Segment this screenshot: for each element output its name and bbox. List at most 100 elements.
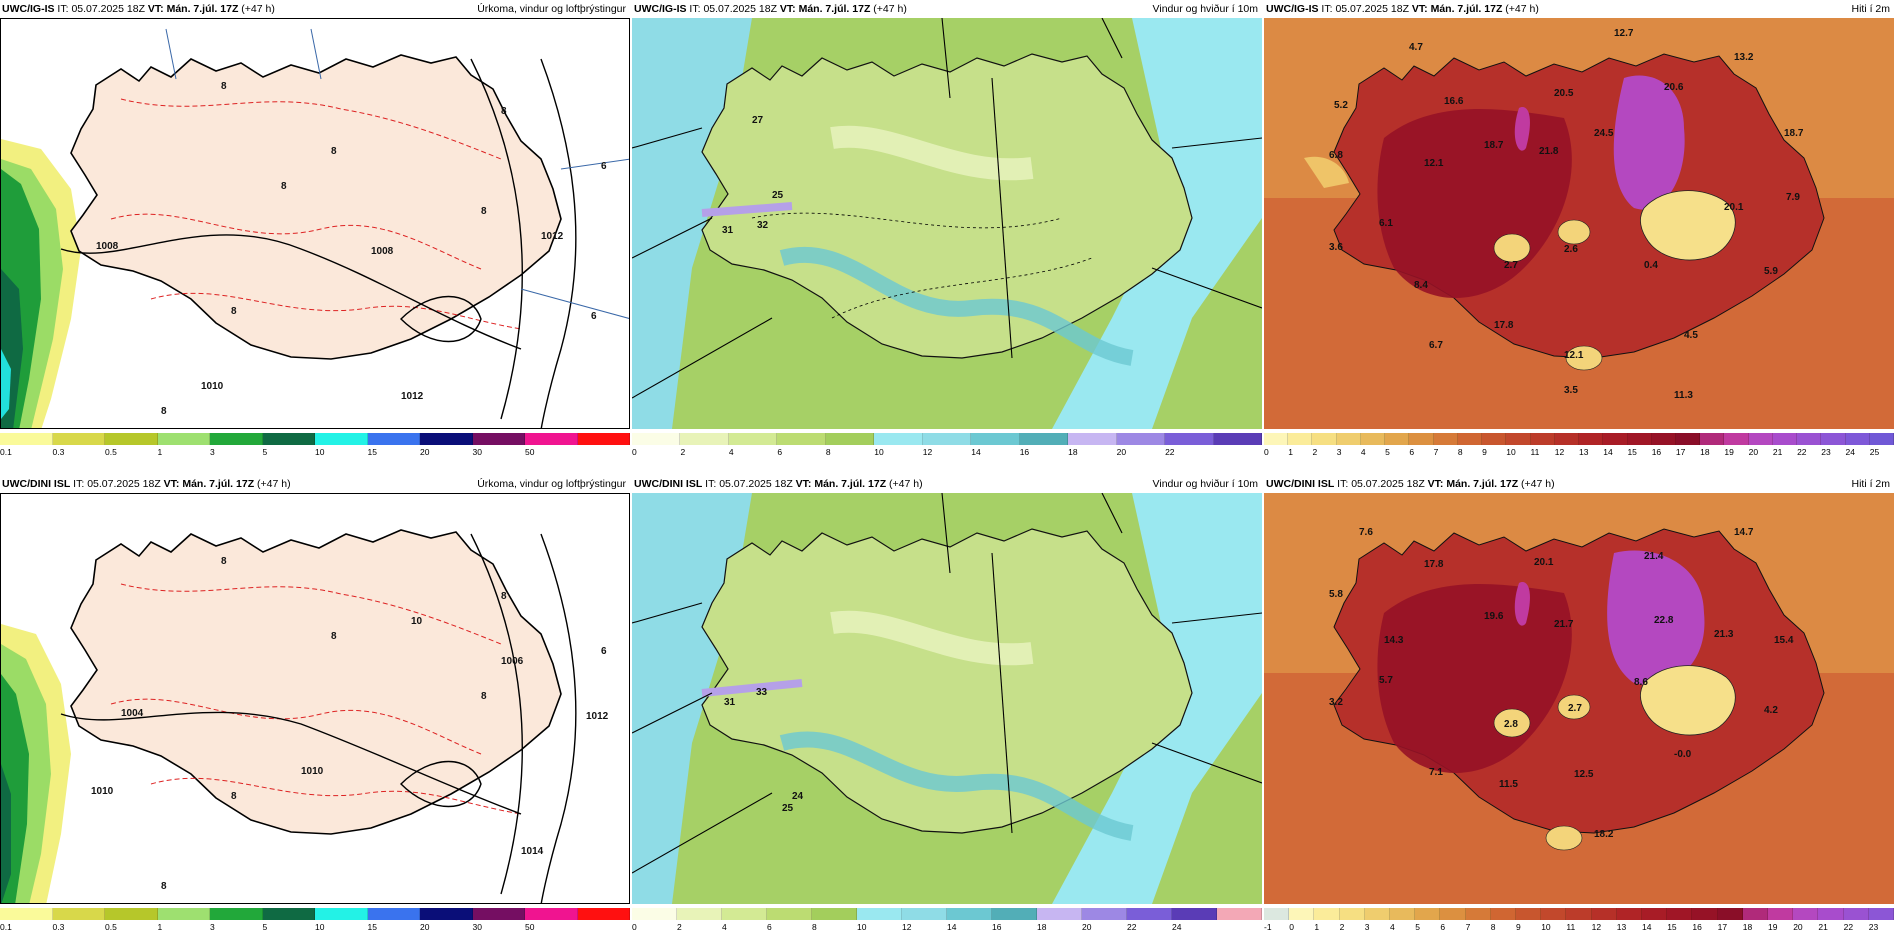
- colorbar-segment: [722, 908, 767, 920]
- colorbar-tick: 6: [1440, 922, 1446, 932]
- wind-map[interactable]: 31 33 24 25: [632, 493, 1262, 904]
- valid-time: Mán. 7.júl. 17Z: [166, 3, 239, 15]
- map-label: 8: [281, 181, 287, 192]
- temperature-labels: 7.6 14.7 17.8 20.1 21.4 5.8 19.6 21.7 22…: [1329, 527, 1794, 840]
- colorbar-tick: 10: [857, 922, 867, 932]
- colorbar-tick: 7: [1465, 922, 1471, 932]
- temp-map[interactable]: 7.6 14.7 17.8 20.1 21.4 5.8 19.6 21.7 22…: [1264, 493, 1894, 904]
- model-name: UWC/IG-IS: [1266, 3, 1319, 15]
- colorbar-tick: 18: [1700, 447, 1710, 457]
- colorbar-segment: [1314, 908, 1340, 920]
- colorbar-segment: [1165, 433, 1214, 445]
- temperature-labels: 12.7 4.7 13.2 5.2 16.6 20.5 20.6 6.8 12.…: [1329, 28, 1804, 401]
- map-label: 11.5: [1499, 779, 1518, 790]
- colorbar-tick: 2: [677, 922, 682, 932]
- colorbar-tick: 15: [367, 447, 377, 457]
- map-label: 17.8: [1494, 320, 1514, 331]
- valid-time: Mán. 7.júl. 17Z: [182, 478, 255, 490]
- colorbar-tick: 19: [1724, 447, 1734, 457]
- map-label: 1012: [586, 711, 609, 722]
- colorbar-tick: 17: [1717, 922, 1728, 932]
- map-label: 14.3: [1384, 635, 1404, 646]
- colorbar-segment: [1336, 433, 1361, 445]
- colorbar-tick: 4: [1390, 922, 1395, 932]
- colorbar-segment: [812, 908, 857, 920]
- map-label: 8: [231, 791, 237, 802]
- colorbar-ticks: 0 1 2 3 4 5 6 7 8 9 10 11 12 13 14 15 16 17 18 19 20 21 22 23 24…: [1264, 447, 1894, 459]
- colorbar-tick: 8: [812, 922, 817, 932]
- colorbar-segment: [1127, 908, 1172, 920]
- colorbar-tick: 3: [1336, 447, 1342, 457]
- colorbar-segment: [874, 433, 923, 445]
- panel-header: UWC/IG-IS IT: 05.07.2025 18Z VT: Mán. 7.…: [1264, 0, 1894, 18]
- colorbar-segment: [1603, 433, 1628, 445]
- colorbar-segment: [1667, 908, 1693, 920]
- model-name: UWC/IG-IS: [634, 3, 687, 15]
- colorbar-tick: 0: [1289, 922, 1294, 932]
- colorbar-segment: [1541, 908, 1567, 920]
- init-time: 05.07.2025 18Z: [719, 478, 793, 490]
- colorbar-segment: [1364, 908, 1391, 920]
- map-label: -0.0: [1674, 749, 1692, 760]
- colorbar-segment: [1082, 908, 1127, 920]
- colorbar-tick: 11: [1530, 447, 1540, 457]
- colorbar: [0, 433, 630, 445]
- init-time: 05.07.2025 18Z: [1335, 3, 1409, 15]
- colorbar-segment: [857, 908, 902, 920]
- map-label: 18.7: [1484, 140, 1504, 151]
- colorbar-tick: 18: [1068, 447, 1078, 457]
- colorbar-tick: 12: [922, 447, 933, 457]
- colorbar-tick: 50: [525, 922, 535, 932]
- colorbar-segment: [1360, 433, 1386, 445]
- map-label: 6: [591, 311, 597, 322]
- map-label: 8.6: [1634, 677, 1648, 688]
- colorbar-tick: 30: [472, 922, 482, 932]
- colorbar-tick: 2: [680, 447, 686, 457]
- colorbar-tick: 17: [1675, 447, 1686, 457]
- map-label: 12.1: [1424, 158, 1444, 169]
- map-label: 8: [501, 591, 507, 602]
- colorbar-segment: [1700, 433, 1725, 445]
- colorbar: [1264, 908, 1894, 920]
- colorbar-tick: 18: [1742, 922, 1753, 932]
- colorbar-tick: 22: [1843, 922, 1854, 932]
- panel-temp-igis: UWC/IG-IS IT: 05.07.2025 18Z VT: Mán. 7.…: [1264, 0, 1894, 475]
- colorbar-tick: 18: [1037, 922, 1047, 932]
- map-label: 20.6: [1664, 82, 1684, 93]
- map-label: 19.6: [1484, 611, 1504, 622]
- map-labels: 10 8 8 8 8 8 8 1004 1006 1010 1010 1012 …: [91, 556, 609, 892]
- colorbar-tick: 14: [1642, 922, 1652, 932]
- colorbar-tick: 5: [1385, 447, 1390, 457]
- colorbar-segment: [0, 433, 53, 445]
- map-label: 8: [161, 881, 167, 892]
- map-label: 16.6: [1444, 96, 1464, 107]
- map-label: 6.8: [1329, 150, 1343, 161]
- colorbar-segment: [1264, 908, 1290, 920]
- colorbar-tick: 10: [315, 447, 325, 457]
- init-time: 05.07.2025 18Z: [703, 3, 777, 15]
- map-label: 14.7: [1734, 527, 1754, 538]
- colorbar-tick: 9: [1516, 922, 1521, 932]
- precip-map[interactable]: 10 8 8 8 8 8 8 1004 1006 1010 1010 1012 …: [0, 493, 630, 904]
- temp-map[interactable]: 12.7 4.7 13.2 5.2 16.6 20.5 20.6 6.8 12.…: [1264, 18, 1894, 429]
- precip-map[interactable]: 8 8 8 8 8 8 8 1008 1008 1010 1012 1012 6…: [0, 18, 630, 429]
- lead-time: (+47 h): [1521, 478, 1555, 490]
- colorbar-tick: 20: [420, 922, 430, 932]
- colorbar-ticks: 0.1 0.3 0.5 1 3 5 10 15 20 30 50: [0, 447, 630, 459]
- colorbar-tick: 1: [157, 922, 163, 932]
- colorbar-tick: 22: [1165, 447, 1175, 457]
- colorbar-segment: [1869, 433, 1894, 445]
- panel-wind-igis: UWC/IG-IS IT: 05.07.2025 18Z VT: Mán. 7.…: [632, 0, 1262, 475]
- colorbar-segment: [1818, 908, 1844, 920]
- colorbar-tick: 5: [1415, 922, 1420, 932]
- map-label: 18.7: [1784, 128, 1804, 139]
- wind-map[interactable]: 27 25 31 32: [632, 18, 1262, 429]
- colorbar-segment: [1433, 433, 1458, 445]
- colorbar-segment: [52, 908, 105, 920]
- colorbar-segment: [262, 908, 315, 920]
- colorbar-segment: [1415, 908, 1441, 920]
- colorbar-segment: [1457, 433, 1483, 445]
- panel-header: UWC/IG-IS IT: 05.07.2025 18Z VT: Mán. 7.…: [0, 0, 630, 18]
- map-label: 20.1: [1534, 557, 1554, 568]
- map-label: 18.2: [1594, 829, 1614, 840]
